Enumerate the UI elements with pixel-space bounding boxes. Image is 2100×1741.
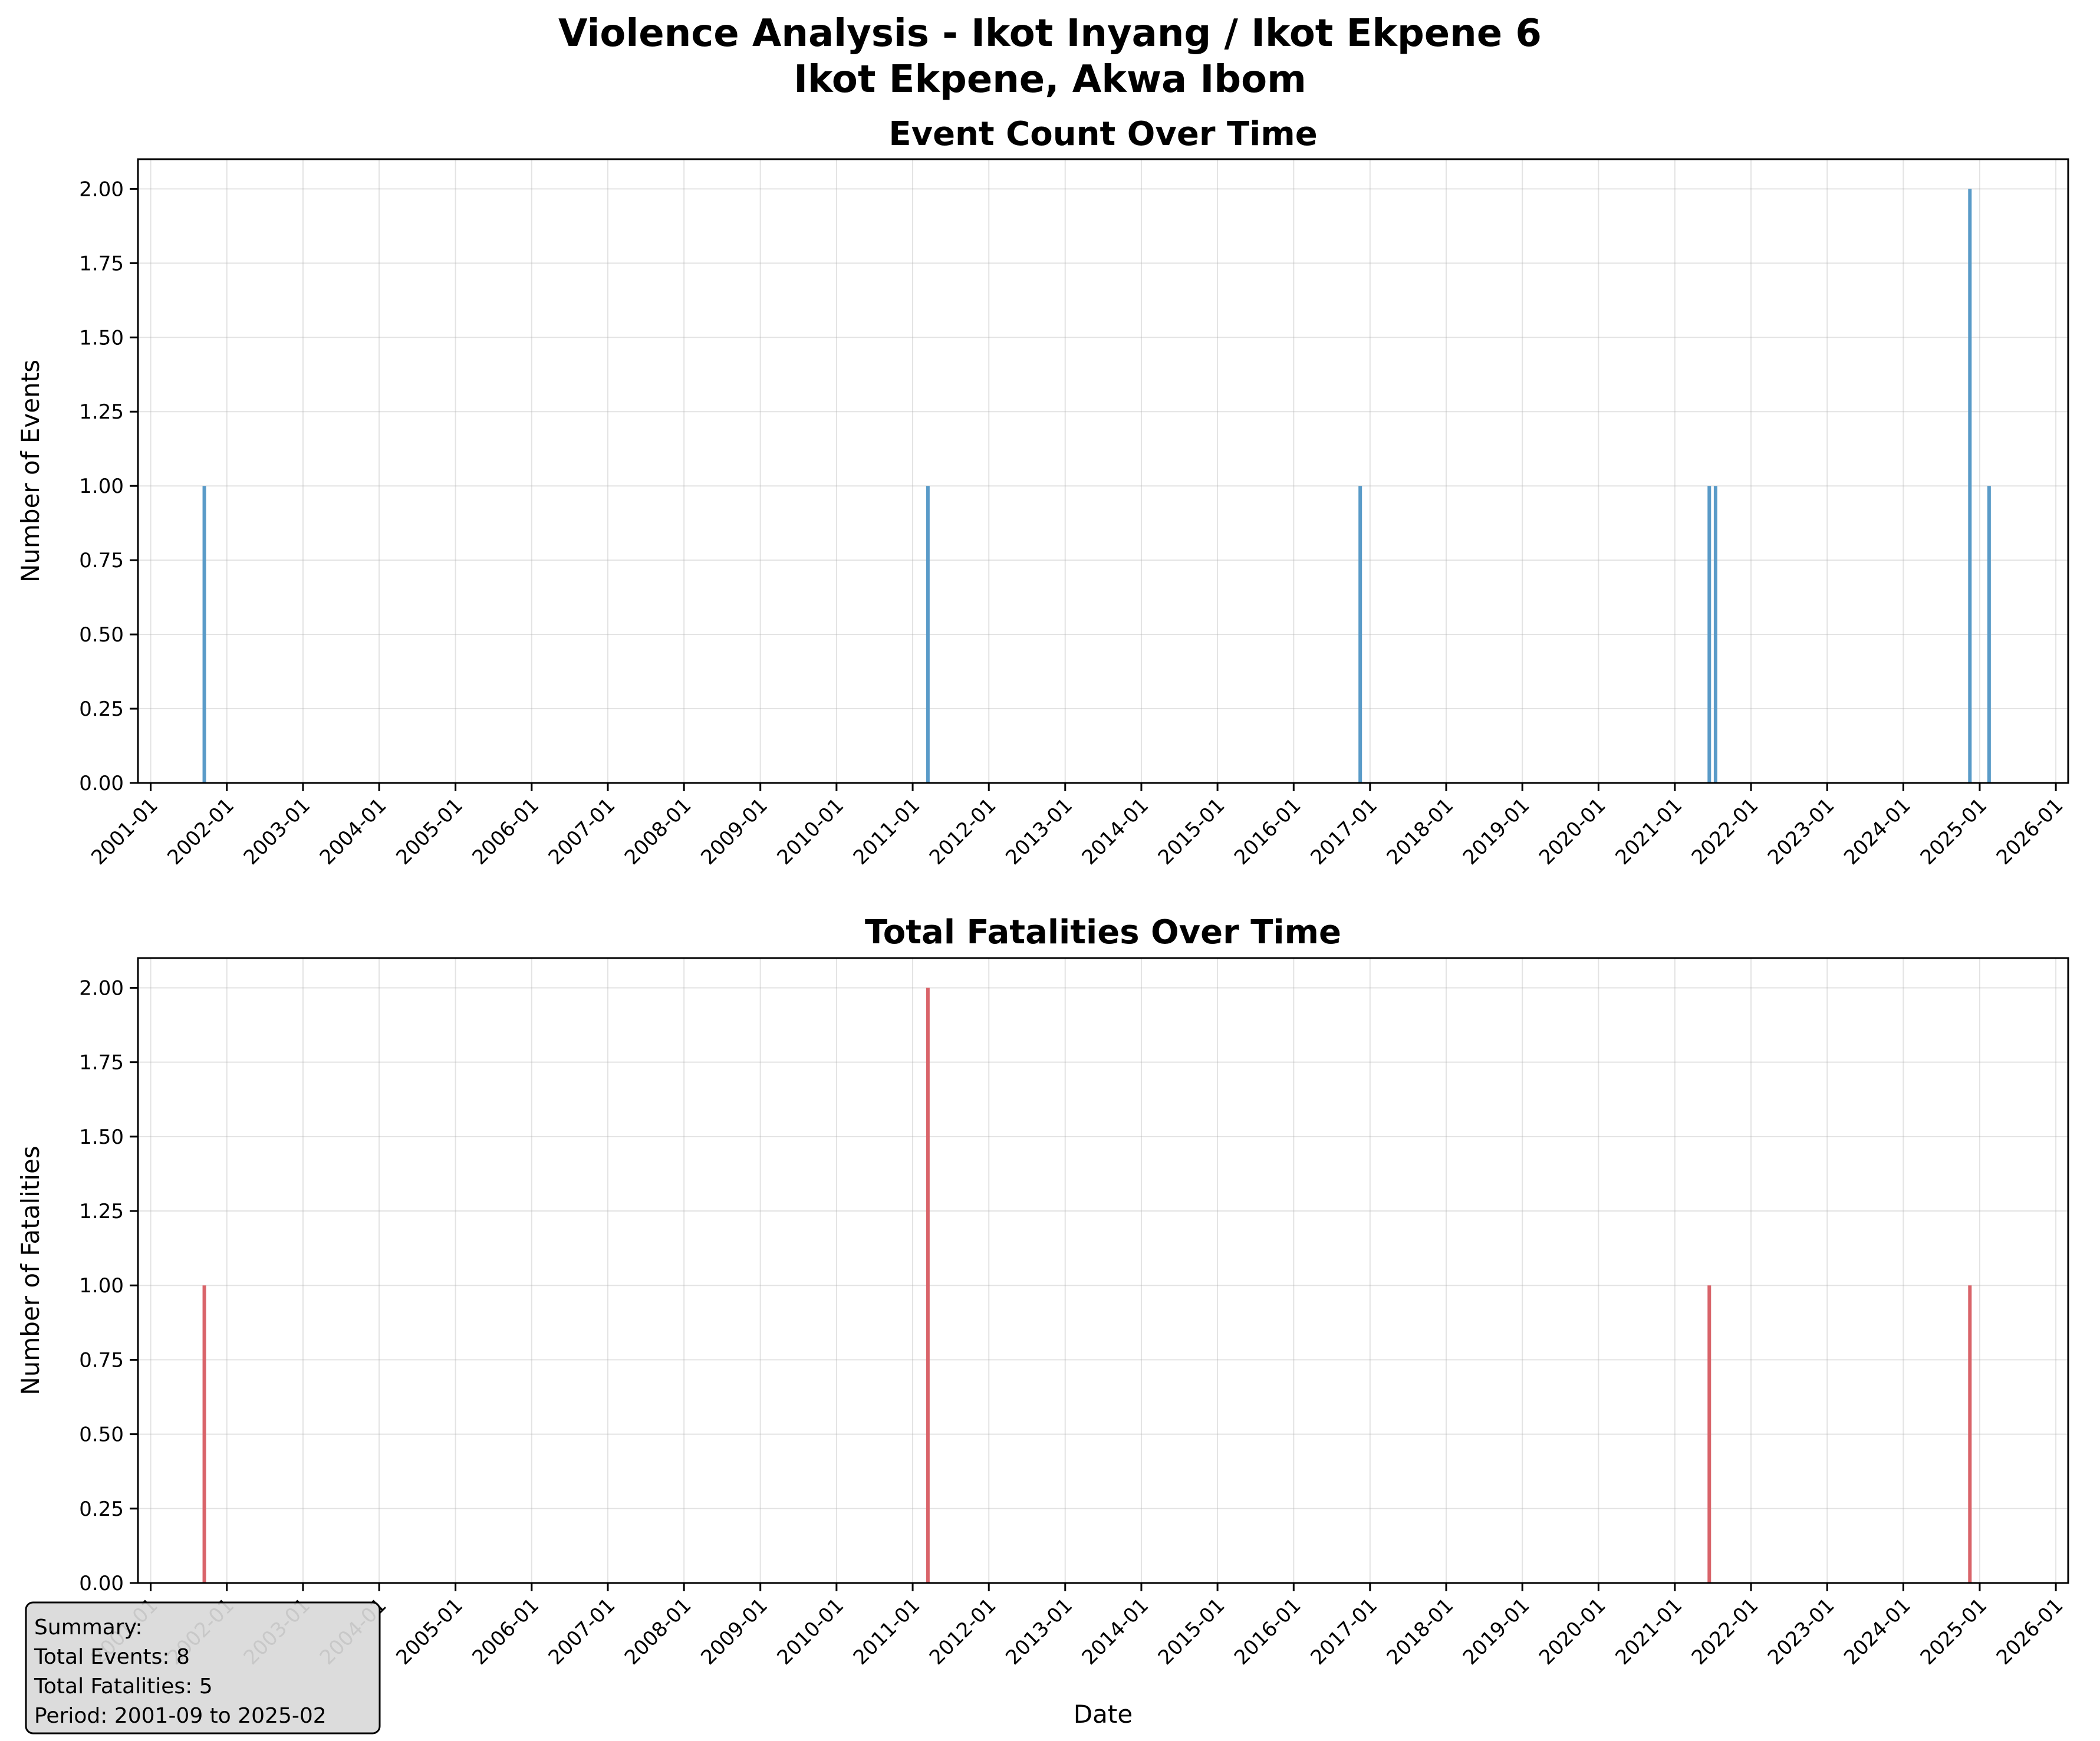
axes-frame [137, 957, 2069, 1584]
figure-title-line2: Ikot Ekpene, Akwa Ibom [794, 58, 1306, 101]
x-tick-label: 2003-01 [239, 794, 315, 870]
y-tick-label: 1.00 [79, 475, 124, 498]
bar [926, 988, 930, 1583]
chart-title: Total Fatalities Over Time [865, 913, 1341, 952]
x-tick-label: 2025-01 [1916, 794, 1992, 870]
x-tick-label: 2017-01 [1306, 794, 1382, 870]
bar [1968, 1285, 1972, 1583]
x-tick-label: 2015-01 [1154, 794, 1230, 870]
x-tick-label: 2021-01 [1611, 794, 1687, 870]
x-tick-label: 2008-01 [620, 1594, 696, 1670]
bar [1713, 486, 1717, 783]
x-tick-label: 2020-01 [1535, 1594, 1611, 1670]
y-tick-label: 1.75 [79, 1051, 124, 1075]
x-tick-label: 2018-01 [1383, 794, 1459, 870]
x-tick-label: 2014-01 [1078, 1594, 1154, 1670]
y-axis-label: Number of Fatalities [16, 1146, 45, 1395]
x-tick-label: 2015-01 [1154, 1594, 1230, 1670]
y-tick-label: 0.25 [79, 697, 124, 721]
y-tick-label: 2.00 [79, 177, 124, 201]
chart-title: Event Count Over Time [888, 115, 1317, 153]
bar [1707, 1285, 1711, 1583]
x-tick-label: 2025-01 [1916, 1594, 1992, 1670]
x-tick-label: 2011-01 [849, 794, 925, 870]
x-tick-label: 2013-01 [1001, 794, 1077, 870]
y-tick-label: 0.25 [79, 1498, 124, 1521]
x-tick-label: 2022-01 [1687, 794, 1763, 870]
summary-heading: Summary: [34, 1615, 142, 1640]
bar [202, 1285, 206, 1583]
x-tick-label: 2010-01 [773, 794, 849, 870]
x-tick-label: 2009-01 [696, 1594, 772, 1670]
summary-period: Period: 2001-09 to 2025-02 [34, 1704, 327, 1728]
y-tick-label: 0.50 [79, 1423, 124, 1447]
y-tick-label: 0.75 [79, 549, 124, 572]
x-tick-label: 2023-01 [1763, 1594, 1839, 1670]
x-tick-label: 2026-01 [1992, 794, 2068, 870]
y-tick-label: 1.25 [79, 1200, 124, 1223]
x-tick-label: 2021-01 [1611, 1594, 1687, 1670]
x-tick-label: 2012-01 [925, 794, 1001, 870]
x-tick-label: 2024-01 [1839, 1594, 1915, 1670]
x-tick-label: 2007-01 [544, 794, 620, 870]
x-tick-label: 2010-01 [773, 1594, 849, 1670]
y-tick-label: 1.00 [79, 1274, 124, 1298]
x-tick-label: 2011-01 [849, 1594, 925, 1670]
y-tick-label: 1.50 [79, 326, 124, 350]
x-tick-label: 2017-01 [1306, 1594, 1382, 1670]
x-tick-label: 2005-01 [391, 1594, 468, 1670]
x-tick-label: 2006-01 [468, 1594, 544, 1670]
figure-title-line1: Violence Analysis - Ikot Inyang / Ikot E… [558, 12, 1542, 55]
x-tick-label: 2014-01 [1078, 794, 1154, 870]
bar [1968, 189, 1972, 783]
summary-box: Summary: Total Events: 8 Total Fatalitie… [25, 1601, 381, 1735]
y-tick-label: 0.00 [79, 1572, 124, 1595]
x-axis-label: Date [1074, 1700, 1133, 1729]
x-tick-label: 2009-01 [696, 794, 772, 870]
summary-total-fatalities: Total Fatalities: 5 [34, 1674, 213, 1699]
y-tick-label: 1.50 [79, 1125, 124, 1149]
y-tick-label: 1.75 [79, 252, 124, 275]
x-tick-label: 2016-01 [1230, 1594, 1306, 1670]
x-tick-label: 2005-01 [391, 794, 468, 870]
x-tick-label: 2006-01 [468, 794, 544, 870]
axes-frame [137, 158, 2069, 784]
x-tick-label: 2008-01 [620, 794, 696, 870]
x-tick-label: 2012-01 [925, 1594, 1001, 1670]
x-tick-label: 2018-01 [1383, 1594, 1459, 1670]
x-tick-label: 2001-01 [87, 794, 163, 870]
x-tick-label: 2023-01 [1763, 794, 1839, 870]
x-tick-label: 2026-01 [1992, 1594, 2068, 1670]
bar [1358, 486, 1362, 783]
y-tick-label: 0.75 [79, 1348, 124, 1372]
x-tick-label: 2007-01 [544, 1594, 620, 1670]
event-count-panel: Event Count Over Time 0.00 0.25 0.50 0.75 1.0… [16, 115, 2069, 870]
x-tick-label: 2019-01 [1459, 1594, 1535, 1670]
bar [1987, 486, 1991, 783]
x-tick-label: 2004-01 [315, 794, 391, 870]
y-axis-label: Number of Events [16, 360, 45, 582]
x-tick-label: 2002-01 [163, 794, 239, 870]
x-tick-label: 2013-01 [1001, 1594, 1077, 1670]
x-tick-label: 2020-01 [1535, 794, 1611, 870]
bar [202, 486, 206, 783]
x-tick-label: 2024-01 [1839, 794, 1915, 870]
bar [1707, 486, 1711, 783]
summary-box-background [25, 1601, 381, 1735]
x-tick-label: 2019-01 [1459, 794, 1535, 870]
y-tick-label: 2.00 [79, 976, 124, 1000]
bar [926, 486, 930, 783]
y-tick-label: 1.25 [79, 400, 124, 424]
x-tick-label: 2022-01 [1687, 1594, 1763, 1670]
x-tick-label: 2016-01 [1230, 794, 1306, 870]
y-tick-label: 0.00 [79, 772, 124, 795]
summary-total-events: Total Events: 8 [34, 1645, 190, 1669]
y-tick-label: 0.50 [79, 623, 124, 647]
